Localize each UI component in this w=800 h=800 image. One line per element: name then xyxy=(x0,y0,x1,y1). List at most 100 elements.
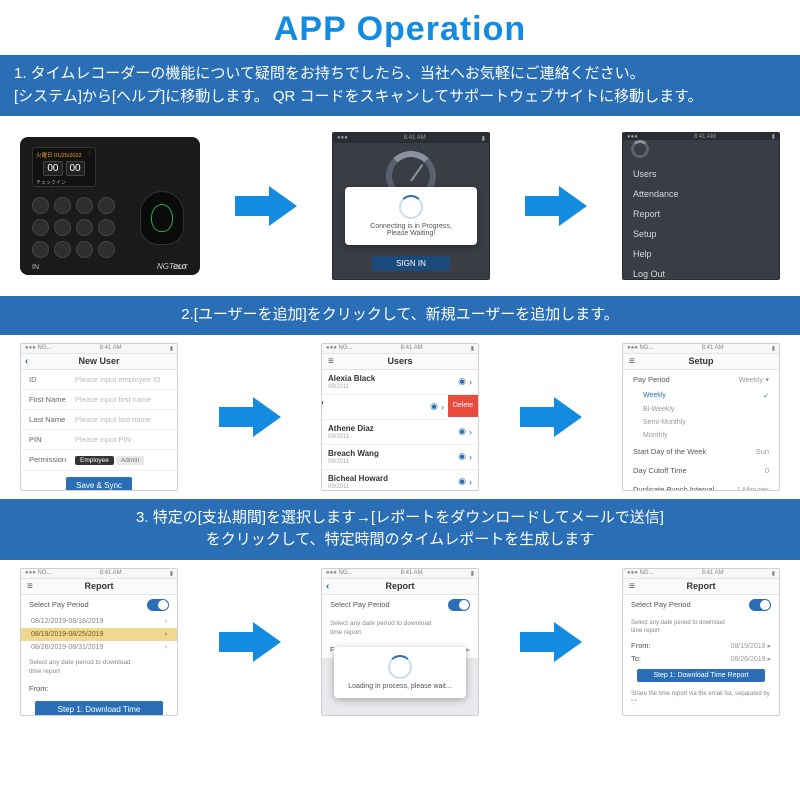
form-row[interactable]: Last NamePlease input last name xyxy=(21,410,177,430)
delete-button[interactable]: Delete xyxy=(448,395,478,417)
form-row[interactable]: First NamePlease input first name xyxy=(21,390,177,410)
device-date: 火曜日 01/25/2022 xyxy=(36,151,82,159)
screen-title: Report xyxy=(687,581,716,591)
hint-text: Select any date period to download time … xyxy=(623,615,779,640)
period-option[interactable]: Bi-Weekly xyxy=(623,403,779,416)
phone-new-user: ●●● NG...8:41 AM▮ ‹New User IDPlease inp… xyxy=(20,343,178,491)
toggle[interactable] xyxy=(749,599,771,611)
period-option[interactable]: Semi-Monthly xyxy=(623,416,779,429)
wifi-icon: ⋮ xyxy=(87,151,93,159)
fingerprint-icon: ◉ xyxy=(458,376,466,387)
main-menu: UsersAttendanceReportSetupHelpLog Out xyxy=(623,158,779,280)
checkin-label: チェックイン xyxy=(36,179,92,186)
hint-text: Select any date period to download time … xyxy=(21,654,177,680)
fingerprint-icon: ◉ xyxy=(458,451,466,462)
period-option[interactable]: Weekly xyxy=(623,389,779,403)
form-row[interactable]: IDPlease input employee ID xyxy=(21,370,177,390)
menu-item[interactable]: Help xyxy=(633,244,769,264)
arrow-icon xyxy=(219,395,281,439)
menu-item[interactable]: Setup xyxy=(633,224,769,244)
phone-report-2: ●●● NG...8:41 AM▮ ‹Report Select Pay Per… xyxy=(321,568,479,716)
step2-row: ●●● NG...8:41 AM▮ ‹New User IDPlease inp… xyxy=(0,335,800,499)
digit-min: 00 xyxy=(66,161,85,176)
menu-icon[interactable]: ≡ xyxy=(629,581,635,592)
menu-item[interactable]: Attendance xyxy=(633,184,769,204)
step3-row: ●●● NG...8:41 AM▮ ≡Report Select Pay Per… xyxy=(0,560,800,724)
save-sync-button[interactable]: Save & Sync xyxy=(66,477,132,490)
users-list: Alexia Black09/2011◉›Wellty09/2011◉›Dele… xyxy=(322,370,478,490)
menu-item[interactable]: Report xyxy=(633,204,769,224)
phone-users: ●●● NG...8:41 AM▮ ≡Users Alexia Black09/… xyxy=(321,343,479,491)
user-row[interactable]: Wellty09/2011◉› xyxy=(322,395,450,420)
step2-bar: 2.[ユーザーを追加]をクリックして、新規ユーザーを追加します。 xyxy=(0,296,800,335)
select-period-row: Select Pay Period xyxy=(21,595,177,615)
loading-msg: Loading in process, please wait... xyxy=(340,683,460,690)
menu-icon[interactable]: ≡ xyxy=(629,356,635,367)
keypad xyxy=(32,197,115,258)
hint-text: Select any date period to download time … xyxy=(322,615,478,641)
phone-connecting: ●●●8:41 AM▮ NGTeco Time Connecting is in… xyxy=(332,132,490,280)
period-option[interactable]: Monthly xyxy=(623,429,779,442)
device-logo: NGTeco xyxy=(157,262,186,271)
fingerprint-icon: ◉ xyxy=(458,426,466,437)
menu-icon[interactable]: ≡ xyxy=(27,581,33,592)
user-row[interactable]: Athene Diaz09/2011◉› xyxy=(322,420,478,445)
phone-report-1: ●●● NG...8:41 AM▮ ≡Report Select Pay Per… xyxy=(20,568,178,716)
arrow-icon xyxy=(520,395,582,439)
new-user-form: IDPlease input employee IDFirst NamePlea… xyxy=(21,370,177,490)
chevron-icon: › xyxy=(441,402,444,412)
toggle[interactable] xyxy=(147,599,169,611)
period-row[interactable]: 08/12/2019-08/18/2019› xyxy=(21,615,177,628)
device-screen: 火曜日 01/25/2022⋮ 0000 チェックイン xyxy=(32,147,96,187)
fingerprint-icon: ◉ xyxy=(458,476,466,487)
user-row[interactable]: Alexia Black09/2011◉› xyxy=(322,370,478,395)
chevron-icon: › xyxy=(469,427,472,437)
fingerprint-icon: ◉ xyxy=(430,401,438,412)
toggle[interactable] xyxy=(448,599,470,611)
period-row[interactable]: 08/26/2019-08/31/2019› xyxy=(21,641,177,654)
chevron-icon: › xyxy=(469,377,472,387)
arrow-icon xyxy=(525,184,587,228)
arrow-icon xyxy=(520,620,582,664)
select-period-label: Select Pay Period xyxy=(330,600,390,609)
pay-period-row[interactable]: Pay PeriodWeekly ▾ xyxy=(623,370,779,389)
spinner-icon xyxy=(399,195,423,219)
form-row[interactable]: PINPlease input PIN xyxy=(21,430,177,450)
report-body: Select Pay PeriodSelect any date period … xyxy=(623,595,779,715)
menu-item[interactable]: Users xyxy=(633,164,769,184)
from-row[interactable]: From: xyxy=(21,680,177,697)
step1-row: 火曜日 01/25/2022⋮ 0000 チェックイン INOUT NGTeco… xyxy=(0,116,800,296)
email-list[interactable]: John.d@xxxx.com; Alexa.chen@xxxx.com; Ca… xyxy=(623,711,779,714)
phone-setup: ●●● NG...8:41 AM▮ ≡Setup Pay PeriodWeekl… xyxy=(622,343,780,491)
setup-row[interactable]: Start Day of the WeekSun xyxy=(623,442,779,461)
signin-button[interactable]: SIGN IN xyxy=(372,256,450,271)
back-icon[interactable]: ‹ xyxy=(25,356,28,367)
time-clock-device: 火曜日 01/25/2022⋮ 0000 チェックイン INOUT NGTeco xyxy=(20,137,200,275)
download-report-button[interactable]: Step 1: Download Time Report xyxy=(35,701,163,715)
chevron-icon: › xyxy=(469,477,472,487)
setup-row[interactable]: Day Cutoff Time0 xyxy=(623,461,779,480)
from-row[interactable]: From:08/19/2019 ▸ xyxy=(623,639,779,652)
period-row[interactable]: 08/19/2019-08/25/2019› xyxy=(21,628,177,641)
step1-bar: 1. タイムレコーダーの機能について疑問をお持ちでしたら、当社へお気軽にご連絡く… xyxy=(0,55,800,116)
screen-title: Report xyxy=(85,581,114,591)
spinner-icon xyxy=(388,655,412,679)
back-icon[interactable]: ‹ xyxy=(326,581,329,592)
permission-row[interactable]: PermissionEmployeeAdmin xyxy=(21,450,177,471)
chevron-icon: › xyxy=(469,452,472,462)
connecting-msg: Connecting is in Progress, Please Waitin… xyxy=(351,223,471,237)
to-row[interactable]: To:08/26/2019 ▸ xyxy=(623,652,779,665)
select-period-row: Select Pay Period xyxy=(623,595,779,615)
phone-menu: ●●●8:41 AM▮ UsersAttendanceReportSetupHe… xyxy=(622,132,780,280)
screen-title: Setup xyxy=(688,356,713,366)
user-row[interactable]: Bicheal Howard09/2011◉› xyxy=(322,470,478,490)
menu-icon[interactable]: ≡ xyxy=(328,356,334,367)
setup-row[interactable]: Duplicate Punch Interval1 Minutes xyxy=(623,480,779,490)
phone-report-3: ●●● NG...8:41 AM▮ ≡Report Select Pay Per… xyxy=(622,568,780,716)
arrow-icon xyxy=(219,620,281,664)
menu-item[interactable]: Log Out xyxy=(633,264,769,280)
connecting-modal: Connecting is in Progress, Please Waitin… xyxy=(345,187,477,245)
user-row[interactable]: Breach Wang09/2011◉› xyxy=(322,445,478,470)
screen-title: New User xyxy=(78,356,119,366)
download-report-button[interactable]: Step 1: Download Time Report xyxy=(637,669,765,682)
